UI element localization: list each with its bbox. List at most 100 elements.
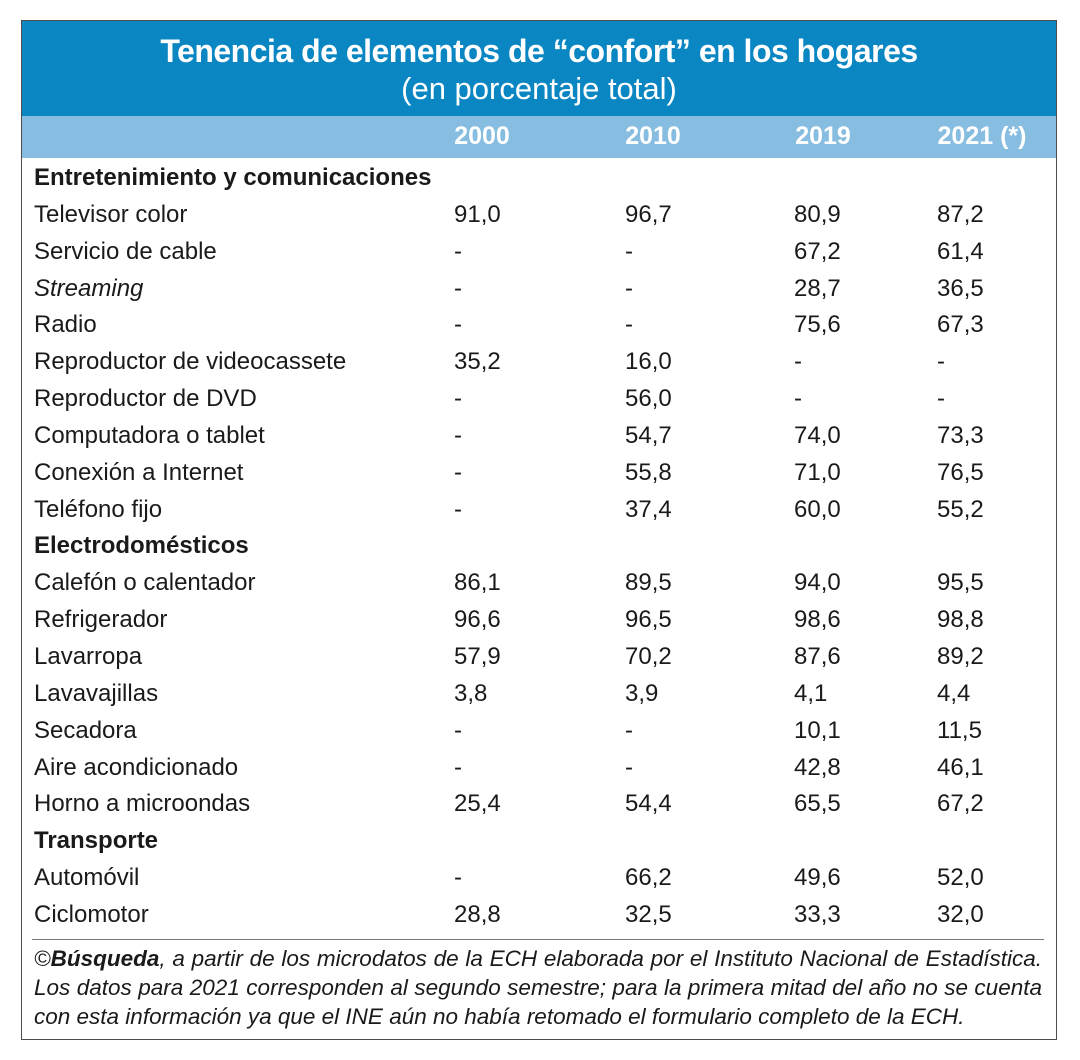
value-cell: 96,6 (454, 606, 501, 634)
value-cell: 4,1 (794, 679, 828, 707)
value-cell: 49,6 (794, 864, 841, 892)
value-cell: 95,5 (937, 569, 984, 597)
value-cell: 98,6 (794, 606, 841, 634)
row-label: Aire acondicionado (34, 753, 239, 781)
value-cell: 94,0 (794, 569, 841, 597)
value-cell: 32,0 (937, 900, 984, 928)
table-row: Reproductor de DVD - 56,0 - - (22, 382, 1056, 419)
footnote-divider (32, 939, 1044, 940)
value-cell: - (937, 385, 945, 413)
value-cell: 10,1 (794, 716, 841, 744)
row-label: Lavavajillas (34, 679, 159, 707)
table-body: Entretenimiento y comunicaciones Televiso… (22, 161, 1056, 935)
section-label: Entretenimiento y comunicaciones (34, 164, 432, 191)
year-header-2019: 2019 (795, 122, 851, 150)
value-cell: 67,2 (794, 237, 841, 265)
table-title: Tenencia de elementos de “confort” en lo… (160, 33, 918, 69)
value-cell: - (454, 495, 462, 523)
source-footnote: ©Búsqueda, a partir de los microdatos de… (34, 944, 1042, 1031)
table-row: Ciclomotor 28,8 32,5 33,3 32,0 (22, 898, 1056, 935)
section-header-row: Electrodomésticos (22, 529, 1056, 566)
value-cell: - (625, 237, 633, 265)
row-label: Conexión a Internet (34, 458, 244, 486)
value-cell: - (937, 348, 945, 376)
value-cell: 67,2 (937, 790, 984, 818)
value-cell: 61,4 (937, 237, 984, 265)
value-cell: 98,8 (937, 606, 984, 634)
value-cell: - (454, 753, 462, 781)
table-row: Refrigerador 96,6 96,5 98,6 98,8 (22, 603, 1056, 640)
value-cell: 42,8 (794, 753, 841, 781)
year-header-2010: 2010 (625, 122, 681, 150)
row-label: Teléfono fijo (34, 495, 163, 523)
year-header-2021: 2021 (*) (937, 122, 1027, 150)
value-cell: 28,7 (794, 274, 841, 302)
value-cell: 66,2 (625, 864, 672, 892)
value-cell: 70,2 (625, 642, 672, 670)
row-label: Reproductor de videocassete (34, 348, 347, 376)
value-cell: 89,2 (937, 642, 984, 670)
value-cell: 54,7 (625, 421, 672, 449)
value-cell: 60,0 (794, 495, 841, 523)
value-cell: - (454, 237, 462, 265)
value-cell: 32,5 (625, 900, 672, 928)
table-row: Secadora - - 10,1 11,5 (22, 714, 1056, 751)
value-cell: 74,0 (794, 421, 841, 449)
value-cell: - (454, 864, 462, 892)
value-cell: 80,9 (794, 200, 841, 228)
table-row: Conexión a Internet - 55,8 71,0 76,5 (22, 456, 1056, 493)
value-cell: 36,5 (937, 274, 984, 302)
table-subtitle: (en porcentaje total) (401, 71, 677, 106)
value-cell: 25,4 (454, 790, 501, 818)
table-row: Automóvil - 66,2 49,6 52,0 (22, 861, 1056, 898)
row-label: Televisor color (34, 200, 188, 228)
table-row: Lavarropa 57,9 70,2 87,6 89,2 (22, 640, 1056, 677)
value-cell: 16,0 (625, 348, 672, 376)
value-cell: 75,6 (794, 311, 841, 339)
value-cell: 87,6 (794, 642, 841, 670)
row-label: Radio (34, 311, 97, 339)
section-header-row: Transporte (22, 824, 1056, 861)
table-row: Streaming - - 28,7 36,5 (22, 272, 1056, 309)
value-cell: - (454, 421, 462, 449)
table-row: Aire acondicionado - - 42,8 46,1 (22, 751, 1056, 788)
row-label: Streaming (34, 274, 144, 302)
value-cell: 4,4 (937, 679, 971, 707)
table-row: Teléfono fijo - 37,4 60,0 55,2 (22, 493, 1056, 530)
table-row: Lavavajillas 3,8 3,9 4,1 4,4 (22, 677, 1056, 714)
value-cell: - (454, 385, 462, 413)
row-label: Ciclomotor (34, 900, 149, 928)
value-cell: - (454, 311, 462, 339)
value-cell: - (794, 385, 802, 413)
table-row: Radio - - 75,6 67,3 (22, 308, 1056, 345)
row-label: Horno a microondas (34, 790, 251, 818)
table-row: Computadora o tablet - 54,7 74,0 73,3 (22, 419, 1056, 456)
value-cell: 35,2 (454, 348, 501, 376)
value-cell: - (454, 274, 462, 302)
section-label: Electrodomésticos (34, 532, 249, 560)
footnote-text: , a partir de los microdatos de la ECH e… (34, 946, 1042, 1029)
value-cell: 96,5 (625, 606, 672, 634)
section-header-row: Entretenimiento y comunicaciones (22, 161, 1056, 198)
value-cell: 86,1 (454, 569, 501, 597)
value-cell: 67,3 (937, 311, 984, 339)
value-cell: 56,0 (625, 385, 672, 413)
row-label: Secadora (34, 716, 137, 744)
value-cell: 73,3 (937, 421, 984, 449)
value-cell: - (625, 274, 633, 302)
value-cell: 76,5 (937, 458, 984, 486)
value-cell: - (625, 716, 633, 744)
table-row: Reproductor de videocassete 35,2 16,0 - - (22, 345, 1056, 382)
value-cell: 96,7 (625, 200, 672, 228)
value-cell: 28,8 (454, 900, 501, 928)
value-cell: 46,1 (937, 753, 984, 781)
value-cell: - (794, 348, 802, 376)
source-name: Búsqueda (50, 946, 160, 971)
value-cell: 71,0 (794, 458, 841, 486)
table-frame: Tenencia de elementos de “confort” en lo… (21, 20, 1057, 1040)
value-cell: 37,4 (625, 495, 672, 523)
value-cell: - (454, 716, 462, 744)
year-header-2000: 2000 (454, 122, 510, 150)
value-cell: 3,8 (454, 679, 488, 707)
row-label: Computadora o tablet (34, 421, 265, 449)
